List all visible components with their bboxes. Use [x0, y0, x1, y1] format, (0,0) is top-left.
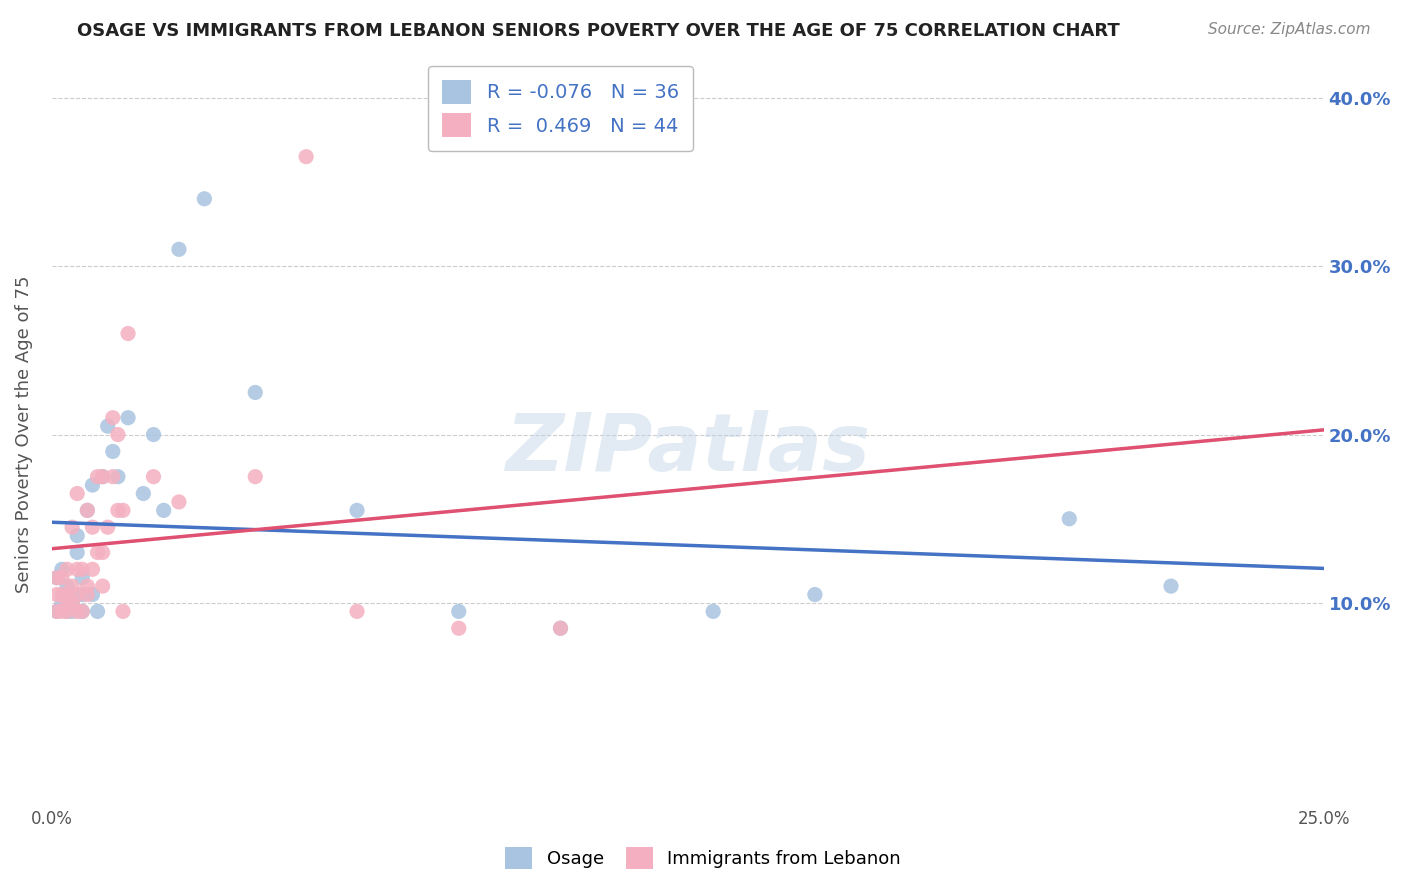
Point — [60, 604, 83, 618]
Point — [56, 604, 79, 618]
Y-axis label: Seniors Poverty Over the Age of 75: Seniors Poverty Over the Age of 75 — [15, 276, 32, 593]
Point — [51, 562, 73, 576]
Point — [152, 503, 174, 517]
Point — [447, 604, 470, 618]
Point — [51, 596, 73, 610]
Point — [72, 571, 94, 585]
Point — [45, 604, 67, 618]
Point — [86, 545, 108, 559]
Point — [132, 486, 155, 500]
Point — [51, 571, 73, 585]
Point — [45, 571, 67, 585]
Point — [45, 571, 67, 585]
Point — [167, 495, 190, 509]
Point — [91, 469, 114, 483]
Point — [56, 588, 79, 602]
Point — [550, 621, 572, 635]
Point — [45, 588, 67, 602]
Point — [66, 528, 89, 542]
Point — [82, 562, 104, 576]
Point — [107, 427, 129, 442]
Legend: R = -0.076   N = 36, R =  0.469   N = 44: R = -0.076 N = 36, R = 0.469 N = 44 — [429, 66, 693, 151]
Point — [97, 520, 120, 534]
Point — [447, 621, 470, 635]
Point — [245, 385, 267, 400]
Legend: Osage, Immigrants from Lebanon: Osage, Immigrants from Lebanon — [496, 838, 910, 879]
Point — [101, 469, 124, 483]
Point — [117, 410, 139, 425]
Point — [804, 588, 827, 602]
Point — [72, 604, 94, 618]
Point — [111, 604, 134, 618]
Point — [295, 150, 318, 164]
Point — [76, 579, 98, 593]
Point — [51, 604, 73, 618]
Point — [66, 486, 89, 500]
Point — [167, 243, 190, 257]
Point — [193, 192, 215, 206]
Point — [117, 326, 139, 341]
Point — [91, 545, 114, 559]
Point — [82, 588, 104, 602]
Point — [60, 596, 83, 610]
Point — [82, 478, 104, 492]
Text: Source: ZipAtlas.com: Source: ZipAtlas.com — [1208, 22, 1371, 37]
Point — [72, 604, 94, 618]
Point — [72, 588, 94, 602]
Point — [56, 588, 79, 602]
Point — [550, 621, 572, 635]
Point — [702, 604, 724, 618]
Point — [1057, 512, 1080, 526]
Point — [76, 588, 98, 602]
Point — [66, 545, 89, 559]
Point — [56, 579, 79, 593]
Point — [346, 503, 368, 517]
Text: OSAGE VS IMMIGRANTS FROM LEBANON SENIORS POVERTY OVER THE AGE OF 75 CORRELATION : OSAGE VS IMMIGRANTS FROM LEBANON SENIORS… — [77, 22, 1121, 40]
Point — [142, 469, 165, 483]
Text: ZIPatlas: ZIPatlas — [505, 410, 870, 489]
Point — [56, 562, 79, 576]
Point — [56, 604, 79, 618]
Point — [91, 469, 114, 483]
Point — [72, 562, 94, 576]
Point — [142, 427, 165, 442]
Point — [51, 588, 73, 602]
Point — [86, 604, 108, 618]
Point — [60, 596, 83, 610]
Point — [60, 579, 83, 593]
Point — [66, 588, 89, 602]
Point — [76, 503, 98, 517]
Point — [107, 503, 129, 517]
Point — [86, 469, 108, 483]
Point — [91, 579, 114, 593]
Point — [101, 444, 124, 458]
Point — [107, 469, 129, 483]
Point — [45, 604, 67, 618]
Point — [97, 419, 120, 434]
Point — [76, 503, 98, 517]
Point — [56, 596, 79, 610]
Point — [101, 410, 124, 425]
Point — [82, 520, 104, 534]
Point — [245, 469, 267, 483]
Point — [60, 520, 83, 534]
Point — [66, 604, 89, 618]
Point — [346, 604, 368, 618]
Point — [66, 562, 89, 576]
Point — [111, 503, 134, 517]
Point — [1160, 579, 1182, 593]
